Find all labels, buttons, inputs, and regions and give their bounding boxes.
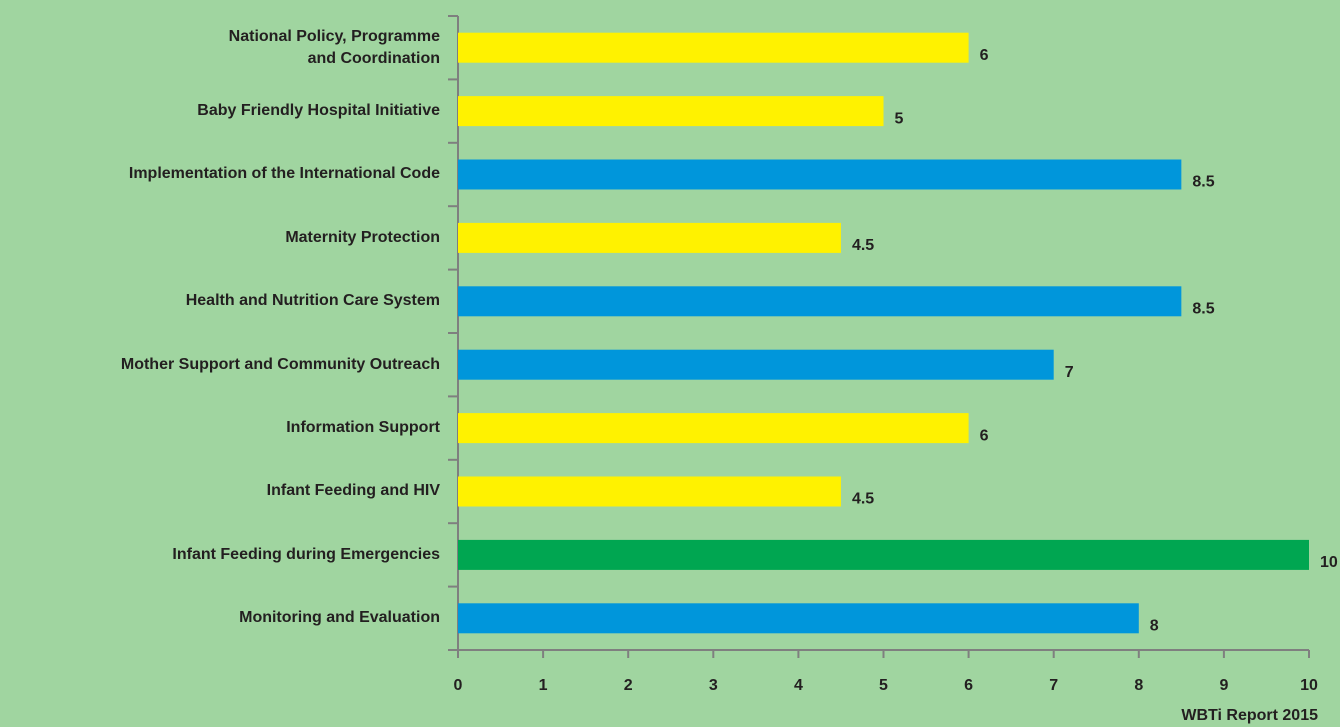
value-label: 8 <box>1150 618 1159 635</box>
category-label: Monitoring and Evaluation <box>239 609 440 627</box>
category-label-box: Baby Friendly Hospital Initiative <box>197 102 440 120</box>
category-label: Maternity Protection <box>285 228 440 246</box>
bar <box>458 413 969 444</box>
category-label-box: Infant Feeding during Emergencies <box>172 545 440 563</box>
x-tick-label: 9 <box>1219 677 1228 694</box>
value-label: 10 <box>1320 554 1338 571</box>
bar <box>458 222 841 253</box>
bar <box>458 32 969 63</box>
category-label: Information Support <box>286 419 440 437</box>
category-label-box: Health and Nutrition Care System <box>185 292 440 310</box>
annotation: WBTi Report 2015 <box>1181 707 1318 724</box>
bar <box>458 286 1182 317</box>
bar <box>458 349 1054 380</box>
value-label: 8.5 <box>1192 301 1214 318</box>
category-label: Health and Nutrition Care System <box>185 292 440 310</box>
value-label: 8.5 <box>1192 174 1214 191</box>
bar <box>458 539 1309 570</box>
x-tick-label: 5 <box>879 677 888 694</box>
category-label-box: Mother Support and Community Outreach <box>120 355 440 373</box>
bar <box>458 159 1182 190</box>
bar <box>458 476 841 507</box>
value-label: 5 <box>895 110 904 127</box>
bar <box>458 96 884 127</box>
category-label-box: Maternity Protection <box>285 228 440 246</box>
value-label: 7 <box>1065 364 1074 381</box>
value-label: 4.5 <box>852 237 874 254</box>
category-label-box: Information Support <box>286 419 440 437</box>
x-tick-label: 4 <box>794 677 803 694</box>
category-label-box: Monitoring and Evaluation <box>239 609 440 627</box>
category-label-box: Implementation of the International Code <box>128 165 440 183</box>
category-label: Infant Feeding during Emergencies <box>172 545 440 563</box>
x-tick-label: 2 <box>624 677 633 694</box>
x-tick-label: 10 <box>1300 677 1318 694</box>
category-label: National Policy, Programme and Coordinat… <box>228 27 440 67</box>
category-label-box: Infant Feeding and HIV <box>266 482 440 500</box>
category-label: Baby Friendly Hospital Initiative <box>197 102 440 120</box>
x-tick-label: 8 <box>1134 677 1143 694</box>
x-tick-label: 1 <box>539 677 548 694</box>
category-label-box: National Policy, Programme and Coordinat… <box>228 27 440 67</box>
bar <box>458 603 1139 634</box>
category-label: Mother Support and Community Outreach <box>120 355 440 373</box>
x-tick-label: 3 <box>709 677 718 694</box>
category-label: Implementation of the International Code <box>128 165 440 183</box>
x-tick-label: 6 <box>964 677 973 694</box>
value-label: 4.5 <box>852 491 874 508</box>
x-tick-label: 7 <box>1049 677 1058 694</box>
value-label: 6 <box>980 47 989 64</box>
x-tick-label: 0 <box>454 677 463 694</box>
category-label: Infant Feeding and HIV <box>266 482 440 500</box>
value-label: 6 <box>980 427 989 444</box>
